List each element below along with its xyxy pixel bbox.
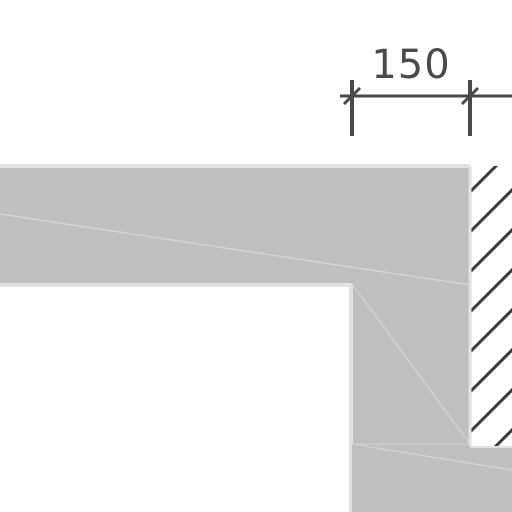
dimension: 150: [340, 42, 512, 136]
joint-line: [351, 283, 471, 445]
dimension-label: 150: [371, 42, 450, 88]
hatch-line: [470, 166, 499, 194]
tick-mark-right: [460, 86, 480, 106]
horizontal-wall: [0, 166, 470, 284]
lower-wall: [352, 444, 512, 512]
joint-line: [351, 443, 512, 471]
tick-mark-left: [342, 86, 362, 106]
joint-line: [0, 213, 471, 286]
